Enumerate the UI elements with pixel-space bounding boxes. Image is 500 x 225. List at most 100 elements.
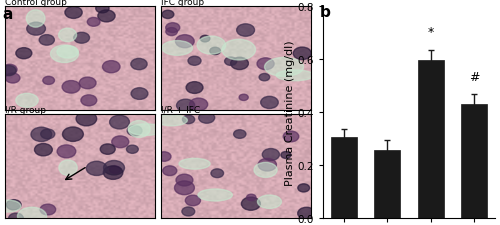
- Circle shape: [198, 112, 214, 124]
- Circle shape: [40, 204, 56, 215]
- Circle shape: [2, 65, 17, 75]
- Circle shape: [162, 166, 177, 176]
- Text: I/R + IFC: I/R + IFC: [161, 106, 200, 115]
- Circle shape: [210, 48, 220, 55]
- Circle shape: [26, 23, 46, 36]
- Circle shape: [281, 152, 291, 159]
- Circle shape: [298, 184, 310, 192]
- Ellipse shape: [276, 71, 314, 81]
- Circle shape: [176, 36, 194, 49]
- Circle shape: [200, 36, 210, 43]
- Circle shape: [6, 74, 20, 84]
- Ellipse shape: [50, 46, 78, 63]
- Circle shape: [131, 88, 148, 100]
- Ellipse shape: [16, 94, 38, 108]
- Circle shape: [298, 207, 316, 220]
- Circle shape: [88, 18, 100, 27]
- Ellipse shape: [162, 41, 192, 56]
- Ellipse shape: [57, 46, 78, 59]
- Circle shape: [100, 144, 115, 155]
- Ellipse shape: [26, 11, 45, 28]
- Circle shape: [224, 58, 237, 66]
- Circle shape: [112, 136, 129, 148]
- Circle shape: [34, 144, 52, 156]
- Circle shape: [176, 174, 193, 186]
- Circle shape: [211, 169, 224, 178]
- Circle shape: [76, 112, 96, 126]
- Circle shape: [98, 11, 115, 23]
- Circle shape: [65, 7, 82, 19]
- Text: *: *: [428, 25, 434, 38]
- Circle shape: [126, 146, 138, 154]
- Circle shape: [186, 195, 200, 206]
- Circle shape: [62, 81, 80, 94]
- Circle shape: [110, 116, 130, 129]
- Circle shape: [182, 116, 194, 124]
- Bar: [331, 138, 357, 218]
- Circle shape: [239, 95, 248, 101]
- Text: b: b: [320, 5, 331, 20]
- Y-axis label: Plasma Creatinine (mg/dl): Plasma Creatinine (mg/dl): [284, 40, 294, 185]
- Ellipse shape: [197, 37, 226, 55]
- Circle shape: [16, 48, 32, 59]
- Circle shape: [102, 61, 120, 73]
- Circle shape: [104, 161, 124, 175]
- Text: I/R group: I/R group: [5, 106, 46, 115]
- Circle shape: [259, 74, 270, 81]
- Circle shape: [257, 58, 274, 70]
- Circle shape: [79, 78, 96, 89]
- Ellipse shape: [58, 29, 76, 43]
- Circle shape: [62, 127, 84, 142]
- Circle shape: [242, 197, 260, 210]
- Circle shape: [258, 159, 276, 171]
- Circle shape: [176, 100, 194, 112]
- Text: a: a: [2, 7, 13, 22]
- Circle shape: [182, 207, 195, 216]
- Circle shape: [43, 77, 54, 85]
- Circle shape: [86, 162, 107, 176]
- Circle shape: [283, 131, 299, 142]
- Circle shape: [293, 48, 312, 60]
- Circle shape: [40, 129, 55, 139]
- Ellipse shape: [222, 40, 256, 61]
- Circle shape: [260, 97, 278, 109]
- Ellipse shape: [18, 207, 46, 225]
- Circle shape: [236, 25, 254, 37]
- Ellipse shape: [156, 115, 188, 126]
- Circle shape: [162, 11, 174, 19]
- Ellipse shape: [179, 159, 210, 169]
- Text: #: #: [469, 71, 480, 84]
- Circle shape: [127, 126, 142, 136]
- Circle shape: [186, 82, 203, 94]
- Circle shape: [1, 66, 16, 76]
- Ellipse shape: [264, 58, 304, 77]
- Ellipse shape: [198, 189, 232, 201]
- Circle shape: [262, 149, 280, 161]
- Circle shape: [104, 166, 123, 180]
- Text: Control group: Control group: [5, 0, 67, 7]
- Ellipse shape: [59, 160, 77, 176]
- Circle shape: [166, 28, 177, 36]
- Circle shape: [110, 166, 120, 174]
- Circle shape: [31, 128, 52, 142]
- Circle shape: [131, 59, 147, 70]
- Circle shape: [166, 24, 180, 33]
- Text: IFC group: IFC group: [161, 0, 204, 7]
- Ellipse shape: [0, 200, 21, 212]
- Bar: [374, 150, 400, 218]
- Circle shape: [8, 213, 24, 223]
- Circle shape: [57, 145, 76, 158]
- Circle shape: [39, 36, 54, 46]
- Bar: [418, 61, 444, 218]
- Circle shape: [190, 99, 208, 111]
- Ellipse shape: [128, 124, 164, 136]
- Circle shape: [158, 152, 171, 162]
- Ellipse shape: [128, 121, 150, 138]
- Circle shape: [246, 194, 256, 201]
- Circle shape: [96, 5, 109, 14]
- Circle shape: [234, 130, 246, 139]
- Circle shape: [230, 58, 248, 70]
- Circle shape: [81, 95, 97, 106]
- Circle shape: [74, 33, 90, 44]
- Ellipse shape: [258, 195, 281, 209]
